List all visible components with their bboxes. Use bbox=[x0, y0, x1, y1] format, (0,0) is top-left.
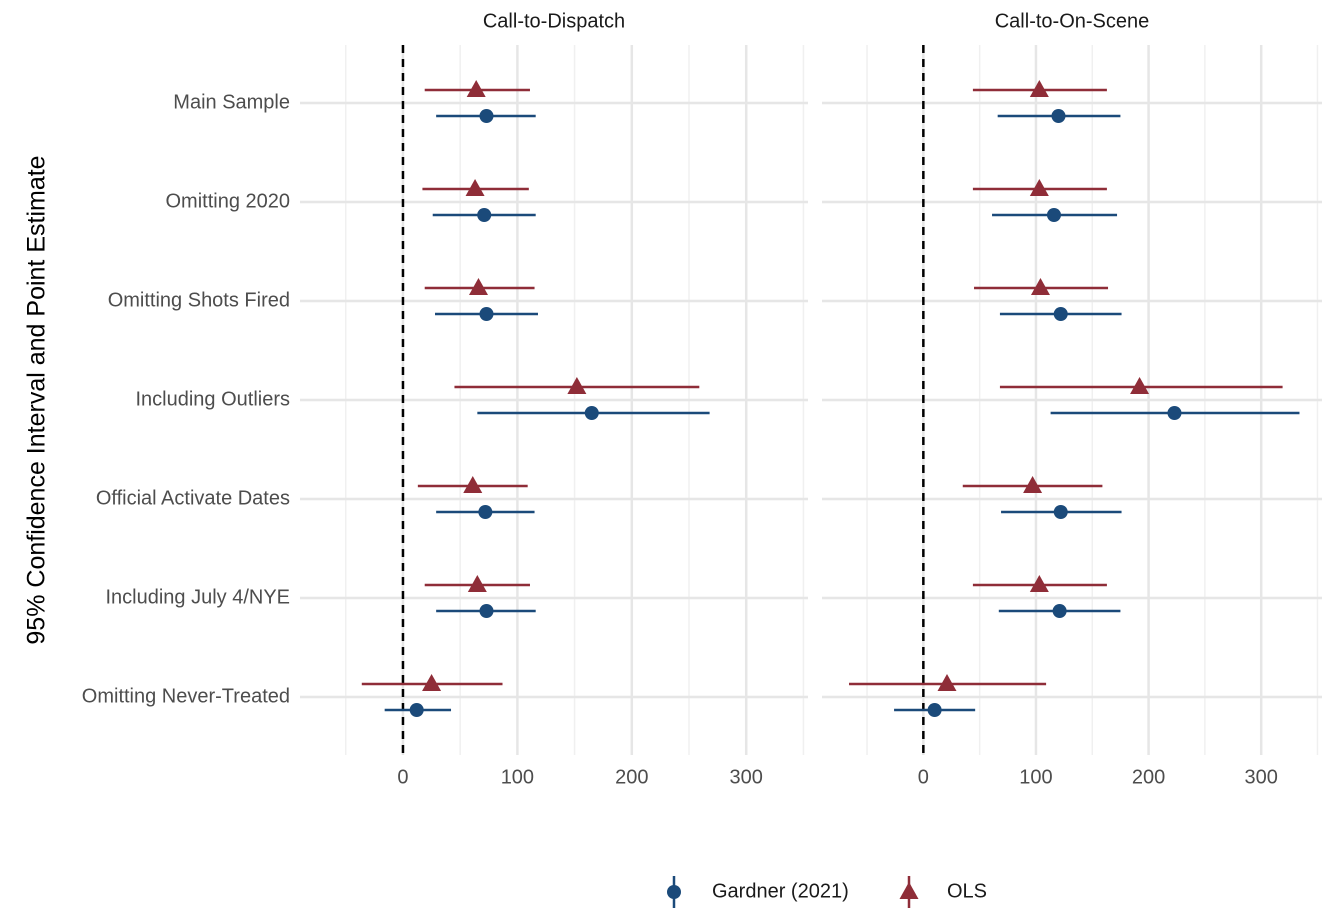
y-tick-label: Official Activate Dates bbox=[96, 487, 290, 509]
x-tick-label: 200 bbox=[615, 766, 648, 788]
point-marker bbox=[1053, 505, 1068, 519]
point-marker bbox=[422, 674, 442, 691]
point-marker bbox=[1029, 179, 1049, 196]
point-marker bbox=[479, 604, 494, 618]
panel-title: Call-to-On-Scene bbox=[995, 10, 1150, 32]
point-marker bbox=[937, 674, 957, 691]
x-tick-label: 0 bbox=[397, 766, 408, 788]
point-marker bbox=[409, 703, 424, 717]
point-marker bbox=[479, 307, 494, 321]
point-marker bbox=[1030, 278, 1050, 295]
y-tick-label: Omitting Shots Fired bbox=[108, 289, 290, 311]
point-marker bbox=[468, 278, 488, 295]
point-marker bbox=[1052, 604, 1067, 618]
point-marker bbox=[567, 377, 587, 394]
legend-label: OLS bbox=[947, 880, 987, 902]
point-marker bbox=[1167, 406, 1182, 420]
point-marker bbox=[584, 406, 599, 420]
point-marker bbox=[477, 208, 492, 222]
y-axis-label: 95% Confidence Interval and Point Estima… bbox=[23, 155, 51, 644]
y-tick-label: Omitting Never-Treated bbox=[82, 685, 290, 707]
point-marker bbox=[1046, 208, 1061, 222]
point-marker bbox=[479, 109, 494, 123]
y-tick-label: Including July 4/NYE bbox=[105, 586, 290, 608]
point-marker bbox=[1029, 80, 1049, 97]
y-tick-label: Omitting 2020 bbox=[165, 190, 290, 212]
legend-label: Gardner (2021) bbox=[712, 880, 849, 902]
point-marker bbox=[1053, 307, 1068, 321]
point-marker bbox=[465, 179, 485, 196]
legend-key bbox=[899, 882, 919, 899]
point-marker bbox=[1029, 575, 1049, 592]
x-tick-label: 100 bbox=[1019, 766, 1052, 788]
panel-title: Call-to-Dispatch bbox=[483, 10, 625, 32]
point-marker bbox=[463, 476, 483, 493]
point-marker bbox=[467, 575, 487, 592]
x-tick-label: 200 bbox=[1132, 766, 1165, 788]
point-marker bbox=[927, 703, 942, 717]
y-tick-label: Main Sample bbox=[173, 91, 290, 113]
x-tick-label: 300 bbox=[730, 766, 763, 788]
point-marker bbox=[1130, 377, 1150, 394]
point-marker bbox=[1051, 109, 1066, 123]
y-tick-label: Including Outliers bbox=[135, 388, 290, 410]
x-tick-label: 0 bbox=[918, 766, 929, 788]
x-tick-label: 100 bbox=[501, 766, 534, 788]
point-marker bbox=[478, 505, 493, 519]
point-marker bbox=[466, 80, 486, 97]
x-tick-label: 300 bbox=[1245, 766, 1278, 788]
point-marker bbox=[1023, 476, 1043, 493]
legend-key bbox=[667, 885, 681, 899]
